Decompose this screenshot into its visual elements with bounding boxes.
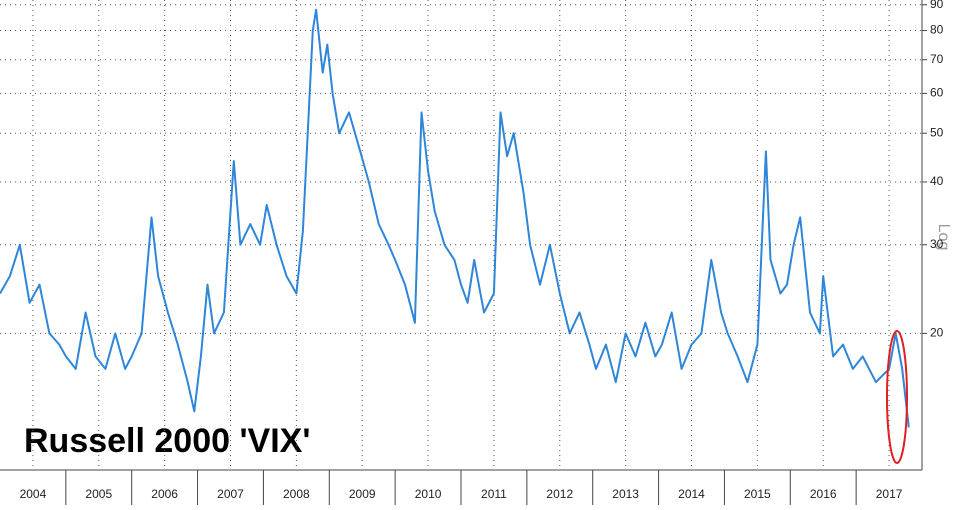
x-tick-label: 2014 bbox=[678, 487, 705, 501]
x-tick-label: 2012 bbox=[546, 487, 573, 501]
x-tick-label: 2009 bbox=[349, 487, 376, 501]
x-tick-label: 2015 bbox=[744, 487, 771, 501]
data-line bbox=[0, 8, 910, 428]
x-tick-label: 2010 bbox=[415, 487, 442, 501]
x-tick-label: 2007 bbox=[217, 487, 244, 501]
y-axis-label: Log bbox=[935, 224, 952, 251]
y-tick-label: 90 bbox=[930, 0, 944, 11]
y-tick-label: 50 bbox=[930, 125, 944, 139]
x-tick-label: 2016 bbox=[810, 487, 837, 501]
x-tick-label: 2017 bbox=[876, 487, 903, 501]
y-tick-label: 40 bbox=[930, 174, 944, 188]
y-tick-label: 80 bbox=[930, 23, 944, 37]
chart-title: Russell 2000 'VIX' bbox=[24, 422, 310, 460]
x-tick-label: 2005 bbox=[85, 487, 112, 501]
x-tick-label: 2008 bbox=[283, 487, 310, 501]
x-tick-label: 2011 bbox=[481, 487, 507, 501]
y-tick-label: 70 bbox=[930, 52, 944, 66]
x-tick-label: 2013 bbox=[612, 487, 639, 501]
x-tick-label: 2006 bbox=[151, 487, 178, 501]
x-tick-label: 2004 bbox=[20, 487, 47, 501]
highlight-ellipse bbox=[886, 330, 908, 464]
y-tick-label: 20 bbox=[930, 326, 944, 340]
y-tick-label: 30 bbox=[930, 237, 944, 251]
y-tick-label: 60 bbox=[930, 86, 944, 100]
